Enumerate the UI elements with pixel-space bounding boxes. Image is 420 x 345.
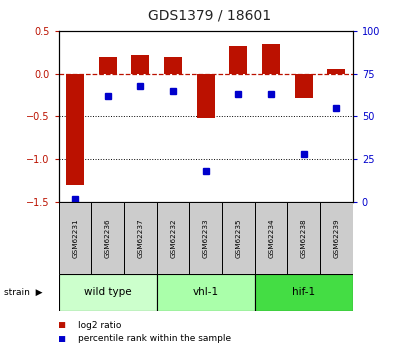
Bar — [320, 202, 353, 274]
Text: GSM62236: GSM62236 — [105, 218, 111, 258]
Text: GSM62233: GSM62233 — [203, 218, 209, 258]
Bar — [66, 74, 84, 185]
Bar — [255, 274, 353, 310]
Text: GSM62232: GSM62232 — [170, 218, 176, 258]
Bar — [157, 274, 255, 310]
Text: GSM62239: GSM62239 — [333, 218, 339, 258]
Bar — [222, 202, 255, 274]
Bar — [99, 57, 117, 74]
Text: GDS1379 / 18601: GDS1379 / 18601 — [148, 9, 272, 23]
Text: GSM62235: GSM62235 — [236, 218, 242, 258]
Text: ■: ■ — [59, 334, 65, 344]
Bar — [59, 202, 92, 274]
Text: wild type: wild type — [84, 287, 131, 297]
Text: GSM62237: GSM62237 — [137, 218, 144, 258]
Bar — [287, 202, 320, 274]
Text: strain  ▶: strain ▶ — [4, 288, 43, 297]
Bar — [92, 202, 124, 274]
Bar — [124, 202, 157, 274]
Text: percentile rank within the sample: percentile rank within the sample — [78, 334, 231, 343]
Text: GSM62234: GSM62234 — [268, 218, 274, 258]
Text: GSM62231: GSM62231 — [72, 218, 78, 258]
Bar — [131, 55, 150, 74]
Text: log2 ratio: log2 ratio — [78, 321, 121, 330]
Text: ■: ■ — [59, 321, 65, 330]
Bar — [164, 57, 182, 74]
Bar — [59, 274, 157, 310]
Bar — [189, 202, 222, 274]
Bar — [262, 44, 280, 74]
Bar — [255, 202, 287, 274]
Bar — [295, 74, 313, 98]
Text: vhl-1: vhl-1 — [193, 287, 219, 297]
Text: GSM62238: GSM62238 — [301, 218, 307, 258]
Bar — [229, 46, 247, 74]
Bar — [157, 202, 189, 274]
Text: hif-1: hif-1 — [292, 287, 315, 297]
Bar — [197, 74, 215, 118]
Bar — [328, 69, 345, 74]
